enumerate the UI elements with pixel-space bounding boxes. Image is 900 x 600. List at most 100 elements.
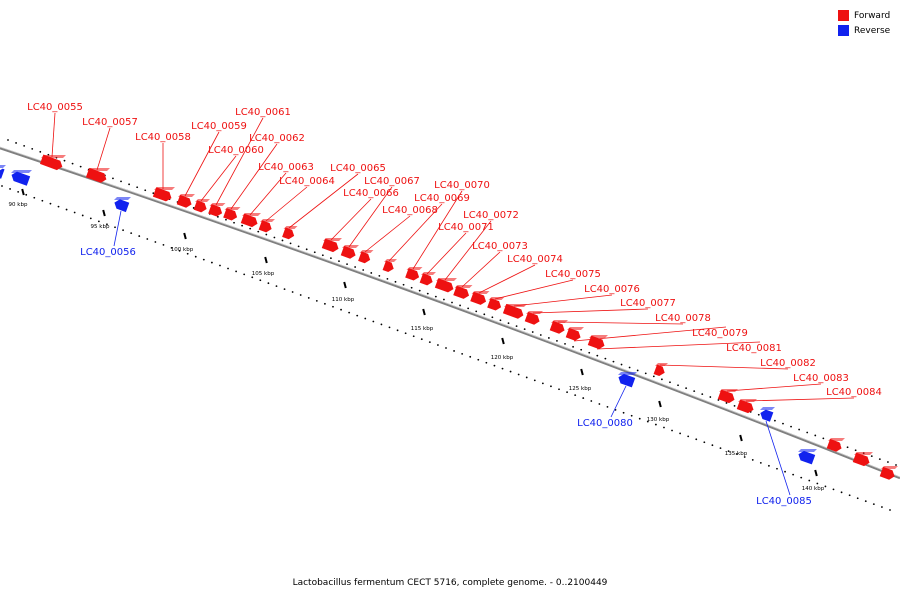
gene-lc40_0085[interactable] (759, 407, 775, 422)
minor-tick-dot (792, 473, 795, 476)
gene-lc40_0083[interactable] (717, 389, 738, 404)
minor-tick-dot (89, 217, 92, 220)
minor-tick-dot (412, 335, 415, 338)
gene-label: LC40_0064 (279, 176, 335, 187)
major-ticks: 90 kbp 95 kbp 100 kbp 105 kbp 110 kbp 115 kbp… (9, 188, 825, 492)
legend-forward-swatch (838, 10, 849, 21)
gene-lc40_0073[interactable] (453, 285, 473, 300)
minor-tick-dot (824, 485, 827, 488)
gene-body (282, 227, 295, 240)
minor-tick-dot (711, 444, 714, 447)
gene-lc40_0066[interactable] (321, 238, 342, 253)
gene-lc40_0074[interactable] (470, 291, 490, 306)
minor-tick-dot (574, 394, 577, 397)
gene-lc40_0081[interactable] (587, 335, 608, 350)
minor-tick-dot (685, 387, 688, 390)
minor-tick-dot (451, 301, 453, 304)
gene-lc40_0079[interactable] (565, 327, 584, 342)
leader-line (412, 190, 463, 270)
gene-lc40_0071[interactable] (419, 272, 436, 287)
gene-lc40_0056[interactable] (113, 197, 131, 213)
major-tick (580, 368, 584, 376)
minor-tick-dot (152, 192, 155, 195)
minor-tick-dot (790, 425, 792, 428)
tick-label: 125 kbp (569, 386, 592, 392)
minor-tick-dot (81, 214, 84, 217)
leader-line (348, 186, 393, 248)
gene-label: LC40_0080 (577, 418, 633, 429)
gene-lc40_0082[interactable] (653, 363, 668, 377)
gene-lc40_0070[interactable] (405, 267, 423, 282)
gene-lc40_0069[interactable] (382, 259, 397, 273)
gene-unlabeled[interactable] (797, 449, 817, 465)
minor-tick-dot (856, 497, 859, 500)
gene-unlabeled[interactable] (879, 466, 898, 481)
minor-tick-dot (9, 188, 11, 190)
minor-tick-dot (566, 391, 568, 394)
minor-tick-dot (402, 283, 405, 286)
major-tick (501, 337, 505, 345)
gene-body (434, 278, 454, 293)
minor-tick-dot (483, 313, 486, 316)
gene-unlabeled[interactable] (852, 452, 873, 467)
minor-tick-dot (1, 185, 3, 187)
gene-lc40_0063[interactable] (240, 213, 261, 228)
leader-line (765, 420, 791, 496)
gene-lc40_0060[interactable] (193, 199, 210, 214)
legend-reverse-swatch (838, 25, 849, 36)
minor-tick-dot (531, 331, 534, 333)
gene-lc40_0068[interactable] (358, 250, 374, 265)
minor-tick-dot (120, 180, 122, 183)
gene-unlabeled[interactable] (826, 438, 845, 453)
gene-body (587, 335, 605, 350)
minor-tick-dot (550, 385, 552, 388)
gene-lc40_0076[interactable] (502, 303, 527, 320)
leader-line (249, 172, 287, 216)
minor-tick-dot (507, 322, 510, 325)
gene-lc40_0064[interactable] (258, 219, 275, 234)
minor-tick-dot (491, 316, 494, 319)
gene-lc40_0067[interactable] (340, 245, 359, 260)
gene-body (240, 213, 258, 228)
gene-unlabeled[interactable] (10, 170, 32, 186)
minor-tick-dot (330, 257, 332, 260)
legend-forward: Forward (838, 8, 890, 23)
gene-lc40_0059[interactable] (176, 194, 195, 209)
leader-line (113, 210, 122, 247)
gene-unlabeled[interactable] (0, 165, 6, 179)
gene-body (470, 291, 487, 305)
minor-tick-dot (386, 277, 389, 280)
leader-line (426, 232, 467, 275)
minor-tick-dot (533, 379, 536, 382)
minor-tick-dot (162, 244, 165, 246)
minor-tick-dot (515, 325, 518, 328)
gene-lc40_0058[interactable] (152, 187, 175, 203)
minor-tick-dot (598, 403, 601, 405)
minor-tick-dot (453, 350, 455, 352)
gene-lc40_0078[interactable] (549, 320, 568, 335)
gene-lc40_0084[interactable] (736, 399, 757, 414)
minor-tick-dot (784, 470, 786, 473)
gene-lc40_0077[interactable] (524, 311, 543, 326)
gene-lc40_0072[interactable] (434, 278, 457, 294)
gene-body (114, 199, 130, 213)
gene-lc40_0061[interactable] (208, 203, 226, 218)
leader-line (184, 131, 220, 197)
gene-lc40_0057[interactable] (85, 167, 110, 184)
minor-tick-dot (289, 242, 292, 245)
gene-label: LC40_0057 (82, 117, 138, 128)
gene-lc40_0062[interactable] (223, 207, 241, 222)
minor-tick-dot (378, 275, 381, 277)
gene-lc40_0080[interactable] (617, 372, 637, 388)
minor-tick-dot (725, 402, 728, 404)
gene-lc40_0065[interactable] (282, 226, 298, 241)
gene-body (798, 450, 816, 465)
gene-lc40_0055[interactable] (39, 154, 66, 172)
minor-tick-dot (283, 288, 286, 290)
minor-tick-dot (808, 479, 811, 482)
gene-body (487, 298, 502, 311)
gene-lc40_0075[interactable] (487, 297, 505, 312)
minor-tick-dot (265, 233, 268, 236)
minor-tick-dot (97, 220, 100, 223)
minor-tick-dot (313, 251, 316, 254)
